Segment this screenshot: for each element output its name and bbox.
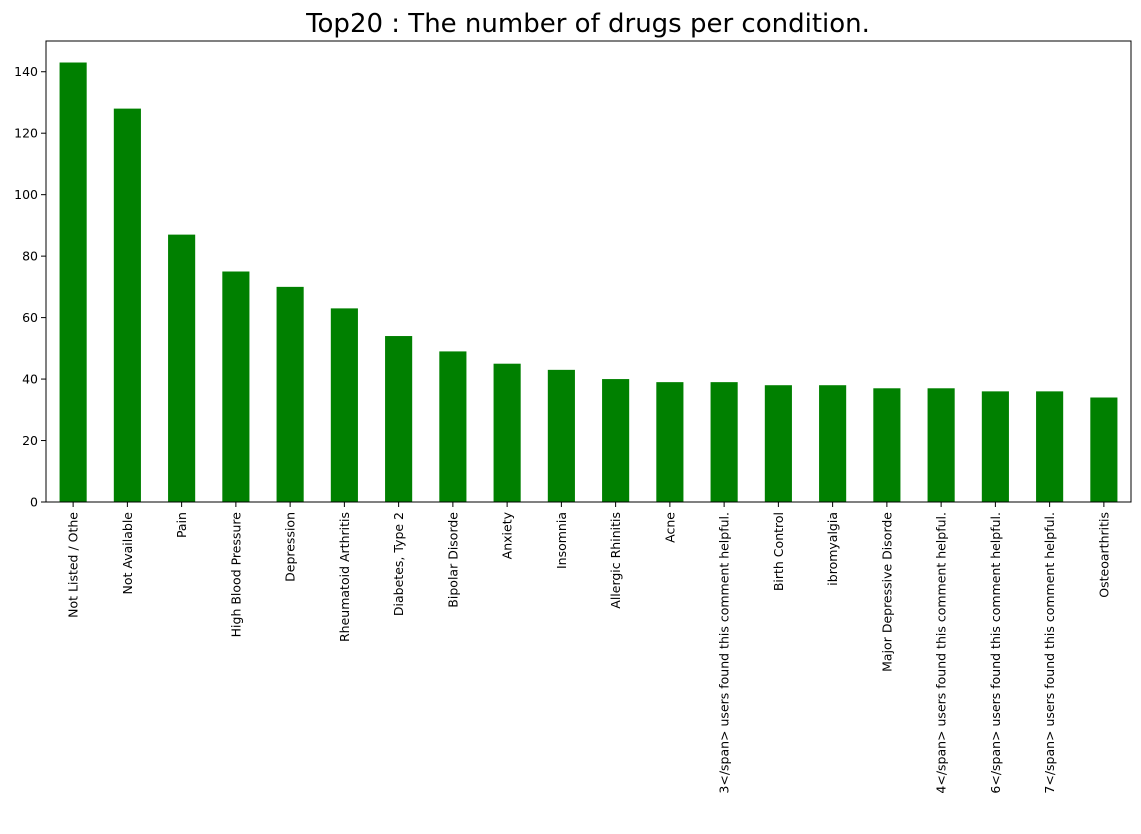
bar [1090,397,1118,502]
bar [222,271,250,502]
x-tick-label: Bipolar Disorde [445,512,460,608]
x-tick-label: 4</span> users found this comment helpfu… [934,512,949,794]
x-tick-label: Allergic Rhinitis [608,512,623,609]
x-tick-label: Not Listed / Othe [66,512,81,618]
x-tick-label: Anxiety [500,511,515,559]
bar [764,385,792,502]
bar [602,379,630,502]
bar [330,308,358,502]
x-tick-label: Depression [283,512,298,582]
x-tick-label: 6</span> users found this comment helpfu… [988,512,1003,794]
x-tick-label: Insomnia [554,512,569,569]
bar [1036,391,1064,502]
bar [710,382,738,502]
x-tick-label: Diabetes, Type 2 [391,512,406,616]
bar [113,108,141,502]
bar [927,388,955,502]
bar [168,234,196,502]
bar [276,286,304,502]
bar [385,336,413,502]
plot-frame [45,40,1132,503]
x-tick-label: 7</span> users found this comment helpfu… [1042,512,1057,794]
x-tick-label: Pain [174,512,189,538]
x-tick-label: Major Depressive Disorde [879,512,894,672]
bar [439,351,467,502]
chart-title: Top20 : The number of drugs per conditio… [305,9,870,39]
bars-group [59,62,1118,502]
y-tick-label: 20 [22,433,38,448]
y-tick-label: 80 [22,249,38,264]
y-tick-label: 40 [22,372,38,387]
y-tick-label: 100 [14,187,38,202]
x-tick-label: ibromyalgia [825,512,840,586]
bar [981,391,1009,502]
x-tick-label: 3</span> users found this comment helpfu… [717,512,732,794]
y-tick-label: 0 [30,495,38,510]
x-tick-label: Rheumatoid Arthritis [337,512,352,642]
x-tick-label: Not Available [120,512,135,595]
bar [819,385,847,502]
y-tick-label: 140 [14,64,38,79]
x-tick-label: Acne [662,512,677,543]
bar [656,382,684,502]
bar [59,62,87,502]
x-axis: Not Listed / Othe Not Available Pain High B… [66,502,1111,794]
y-tick-label: 60 [22,310,38,325]
y-tick-label: 120 [14,126,38,141]
bar [547,369,575,502]
bar [873,388,901,502]
x-tick-label: Osteoarthritis [1096,512,1111,598]
y-axis: 0 20 40 60 80 100 120 140 [14,64,46,510]
bar [493,363,521,502]
x-tick-label: High Blood Pressure [228,512,243,638]
x-tick-label: Birth Control [771,512,786,591]
